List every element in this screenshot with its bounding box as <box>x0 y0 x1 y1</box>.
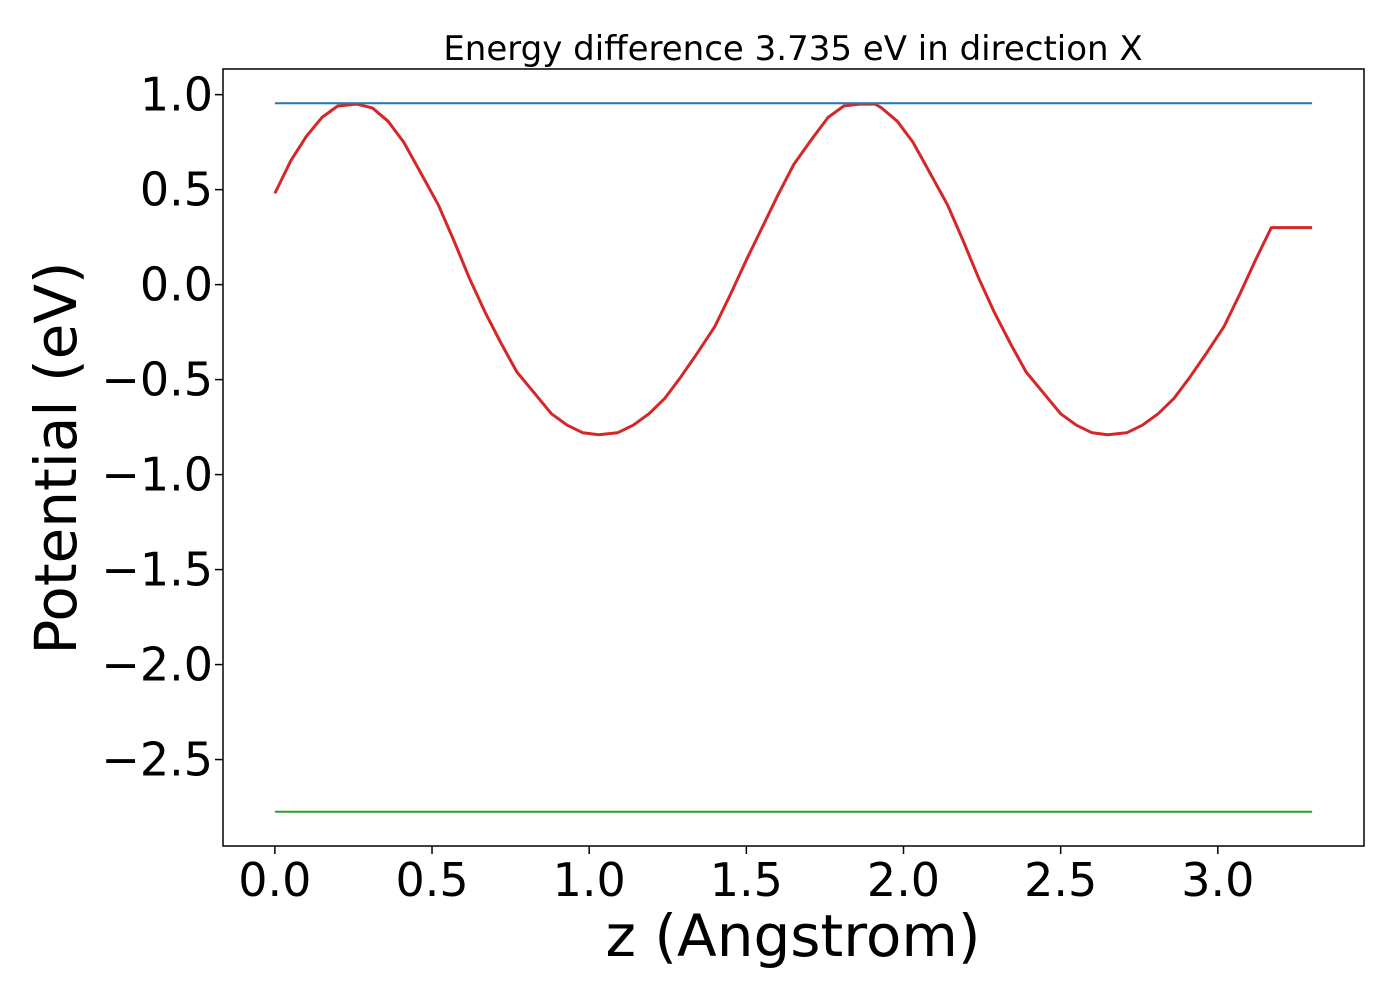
y-tick-label: −2.5 <box>101 733 213 787</box>
y-tick-label: 1.0 <box>140 68 213 122</box>
x-tick-label: 0.0 <box>238 853 311 907</box>
x-tick-label: 0.5 <box>395 853 468 907</box>
x-tick-label: 3.0 <box>1181 853 1254 907</box>
x-tick-label: 1.0 <box>553 853 626 907</box>
chart-title: Energy difference 3.735 eV in direction … <box>443 29 1142 69</box>
x-tick-label: 2.5 <box>1024 853 1097 907</box>
y-tick-label: −0.5 <box>101 353 213 407</box>
y-axis: 1.0 0.5 0.0 −0.5 −1.0 −1.5 −2.0 −2.5 <box>101 68 223 787</box>
y-tick-label: −2.0 <box>101 638 213 692</box>
series-line-0 <box>273 102 1313 437</box>
y-tick-label: 0.5 <box>140 163 213 217</box>
x-tick-label: 2.0 <box>867 853 940 907</box>
y-tick-label: 0.0 <box>140 258 213 312</box>
y-tick-label: −1.0 <box>101 448 213 502</box>
y-tick-label: −1.5 <box>101 543 213 597</box>
x-axis-label: z (Angstrom) <box>606 902 981 970</box>
y-axis-label: Potential (eV) <box>22 261 90 654</box>
x-axis: 0.0 0.5 1.0 1.5 2.0 2.5 3.0 <box>238 846 1254 907</box>
plot-frame <box>222 68 1365 847</box>
x-tick-label: 1.5 <box>710 853 783 907</box>
series-layer <box>273 102 1313 813</box>
